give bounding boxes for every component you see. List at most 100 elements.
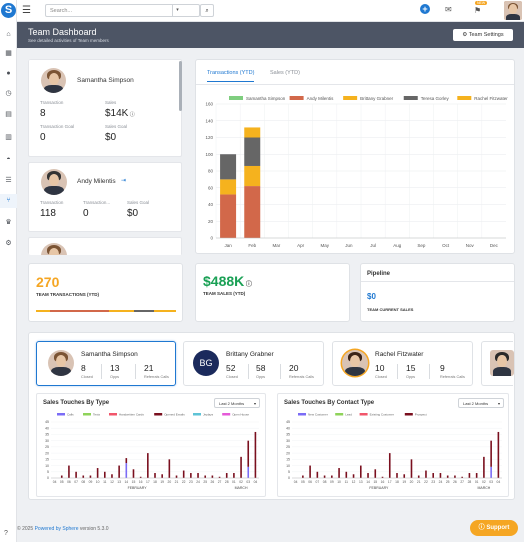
gear-icon: ⚙ — [462, 32, 469, 38]
bar — [331, 475, 333, 478]
home-icon[interactable]: ⌂ — [6, 31, 11, 38]
x-tick-label: Apr — [297, 243, 305, 248]
team-settings-button[interactable]: ⚙ Team Settings — [453, 29, 513, 41]
y-tick-label: 20 — [208, 219, 214, 224]
legend-swatch — [57, 413, 65, 416]
footer-link[interactable]: Powered by Sphere — [34, 526, 79, 532]
gauge-icon[interactable]: ◓ — [6, 156, 11, 163]
add-icon[interactable]: + — [420, 4, 430, 14]
sign-in-icon[interactable]: ⇥ — [121, 178, 127, 184]
user-avatar[interactable] — [504, 1, 522, 20]
x-tick-label: 08 — [81, 480, 85, 484]
legend-swatch — [343, 96, 358, 100]
bar — [439, 473, 442, 478]
x-tick-label: 28 — [225, 480, 229, 484]
reports-icon[interactable]: ▥ — [5, 134, 12, 141]
person-card[interactable]: Andy Milentis ⇥ Transaction 118 Transact… — [28, 162, 182, 232]
team-card-name: Samantha Simpson — [81, 351, 138, 358]
legend-label: Lead — [345, 413, 352, 417]
bar — [475, 473, 478, 478]
x-tick-label: Feb — [248, 243, 256, 248]
transaction-value: 8 — [40, 108, 46, 119]
month-label: FEBRUARY — [369, 486, 389, 490]
person-card[interactable]: Samantha Simpson Transaction 8 Sales $14… — [28, 59, 182, 157]
team-card[interactable]: Rachel Fitzwater 10 Closed 15 Opps 9 Ref… — [332, 341, 473, 386]
x-tick-label: 18 — [153, 480, 157, 484]
mail-icon[interactable]: ✉ — [445, 5, 452, 14]
bar — [197, 473, 199, 478]
pipeline-label: TEAM CURRENT SALES — [367, 307, 414, 312]
list-icon[interactable]: ☰ — [5, 177, 12, 184]
support-button[interactable]: ⓘ Support — [470, 520, 518, 536]
x-tick-label: 19 — [160, 480, 164, 484]
team-card[interactable] — [481, 341, 514, 386]
x-tick-label: 16 — [381, 480, 385, 484]
y-tick-label: 5 — [47, 470, 49, 474]
team-card[interactable]: Samantha Simpson 8 Closed 13 Opps 21 Ref… — [36, 341, 176, 386]
bar — [302, 475, 304, 478]
x-tick-label: 15 — [373, 480, 377, 484]
bar — [96, 468, 99, 478]
sales-amount: $14K — [105, 108, 129, 119]
calendar-2-icon[interactable]: ▤ — [5, 111, 12, 118]
bar — [154, 473, 156, 478]
x-tick-label: 17 — [146, 480, 150, 484]
divider — [280, 364, 281, 379]
chevron-down-icon: ▾ — [253, 401, 256, 406]
people-list[interactable]: Samantha Simpson Transaction 8 Sales $14… — [28, 59, 183, 255]
y-tick-label: 120 — [205, 135, 213, 140]
bar — [161, 474, 163, 478]
avatar — [41, 68, 66, 93]
touches-by-contact-dropdown[interactable]: Last 2 Months ▾ — [458, 398, 504, 408]
team-activity-card: Samantha Simpson 8 Closed 13 Opps 21 Ref… — [28, 332, 515, 500]
bar-segment — [220, 154, 237, 180]
legend-label: Existing Customer — [370, 413, 394, 417]
contacts-icon[interactable]: ● — [6, 70, 11, 77]
scrollbar[interactable] — [179, 61, 182, 111]
referrals-label: Referrals Calls — [289, 375, 314, 379]
x-tick-label: 23 — [189, 480, 193, 484]
bar — [316, 471, 319, 478]
x-tick-label: Jan — [224, 243, 232, 248]
person-card[interactable] — [28, 237, 182, 255]
rocket-icon[interactable]: ⚑ — [474, 6, 482, 15]
bar — [75, 471, 77, 478]
touches-by-type-dropdown[interactable]: Last 2 Months ▾ — [214, 398, 260, 408]
bar — [490, 466, 492, 478]
x-tick-label: 19 — [402, 480, 406, 484]
bar — [490, 440, 492, 467]
team-icon[interactable]: ⑂ — [6, 197, 11, 204]
y-tick-label: 140 — [205, 118, 213, 123]
footer-copyright: © 2025 — [17, 526, 35, 532]
trophy-icon[interactable]: ♛ — [5, 219, 12, 226]
history-icon[interactable]: ◷ — [5, 90, 12, 97]
tab-transactions[interactable]: Transactions (YTD) — [207, 70, 255, 82]
x-tick-label: 04 — [53, 480, 57, 484]
bar-segment — [244, 165, 261, 187]
bar — [89, 475, 92, 478]
team-transactions-label: TEAM TRANSACTIONS (YTD) — [36, 292, 99, 297]
progress-segment — [134, 310, 154, 312]
bar — [225, 473, 228, 478]
divider — [429, 364, 430, 379]
search-dropdown-icon[interactable]: ▾ — [172, 4, 182, 17]
bar — [468, 473, 471, 478]
bar — [374, 469, 377, 478]
search-input[interactable]: Search... — [45, 4, 200, 17]
team-card[interactable]: BG Brittany Grabner 52 Closed 58 Opps 20… — [183, 341, 324, 386]
y-tick-label: 30 — [286, 439, 290, 443]
x-tick-label: May — [320, 243, 329, 248]
search-button[interactable]: ⌕ — [200, 4, 214, 17]
calendar-icon[interactable]: ▦ — [5, 50, 12, 57]
menu-icon[interactable]: ☰ — [22, 5, 31, 16]
support-label: Support — [486, 525, 510, 531]
chart-tabs: Transactions (YTD) Sales (YTD) — [196, 60, 514, 84]
tab-sales[interactable]: Sales (YTD) — [270, 70, 300, 76]
transaction-label: Transaction — [40, 200, 64, 205]
bar — [359, 465, 362, 478]
settings-gear-icon[interactable]: ⚙ — [5, 240, 12, 247]
help-icon[interactable]: ? — [4, 530, 8, 537]
y-tick-label: 25 — [286, 445, 290, 449]
sphere-logo[interactable]: S — [1, 3, 16, 18]
bar — [68, 465, 70, 478]
